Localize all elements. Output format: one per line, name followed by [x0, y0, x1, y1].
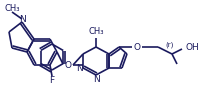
Text: CH₃: CH₃: [4, 3, 20, 13]
Text: N: N: [93, 74, 99, 84]
Text: N: N: [19, 14, 25, 24]
Text: OH: OH: [185, 42, 199, 52]
Text: F: F: [50, 75, 55, 84]
Text: CH₃: CH₃: [88, 27, 104, 36]
Text: O: O: [65, 60, 71, 70]
Text: O: O: [133, 42, 141, 52]
Text: N: N: [76, 64, 82, 72]
Text: (r): (r): [166, 42, 174, 48]
